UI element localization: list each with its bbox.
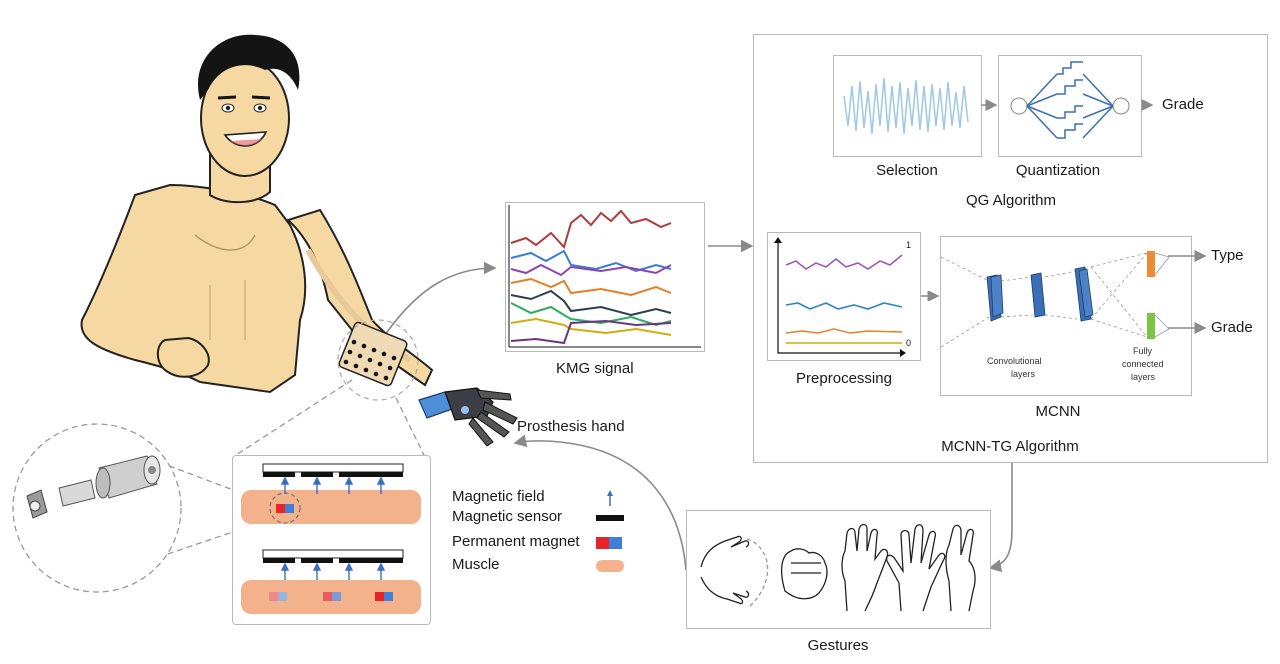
selection-plot [843, 77, 969, 135]
gestures-panel [686, 510, 991, 629]
grade-top-label: Grade [1162, 96, 1204, 113]
fc-layers-label-3: layers [1131, 372, 1156, 382]
gesture-hand-icons [700, 523, 976, 612]
qg-arrows [981, 99, 1154, 111]
preprocessing-plot [774, 237, 906, 357]
selection-box [833, 55, 982, 157]
muscle-swatch [596, 560, 624, 572]
legend-magnetic-field: Magnetic field [452, 488, 545, 505]
mcnn-tg-algorithm-label: MCNN-TG Algorithm [941, 438, 1079, 455]
cross-section-drawing [241, 463, 421, 614]
arrow-sensor-to-kmg [384, 261, 497, 336]
person-illustration [80, 34, 434, 401]
sensor-swatch [596, 515, 624, 521]
legend-magnetic-sensor: Magnetic sensor [452, 508, 563, 525]
output-arrows [1168, 250, 1207, 334]
arrow-gestures-to-hand [513, 434, 687, 571]
sensor-array-icon [338, 321, 408, 387]
mcnn-label: MCNN [1035, 403, 1081, 420]
prosthesis-hand-icon [418, 387, 518, 447]
mcnn-diagram [940, 251, 1170, 348]
fc-layers-label-1: Fully [1133, 346, 1153, 356]
kmg-to-preprocessing-arrow [921, 291, 940, 301]
selection-label: Selection [876, 162, 938, 179]
quantization-box [998, 55, 1142, 157]
mcnn-box [940, 236, 1192, 396]
quantization-label: Quantization [1015, 162, 1101, 179]
conv-layers-label-1: Convolutional [987, 356, 1042, 366]
conv-layers-label-2: layers [1011, 369, 1036, 379]
type-label: Type [1211, 247, 1244, 264]
arrow-up-icon [607, 490, 613, 506]
qg-algorithm-label: QG Algorithm [965, 192, 1057, 209]
kmg-signal-label: KMG signal [556, 360, 634, 377]
preprocessing-label: Preprocessing [796, 370, 892, 387]
grade-bottom-label: Grade [1211, 319, 1253, 336]
sensor-cross-section-panel [232, 455, 431, 625]
gestures-label: Gestures [807, 637, 869, 654]
axis-zero-label: 0 [906, 338, 912, 348]
arrow-panel-to-gestures [988, 462, 1013, 573]
magnet-capsule-icon [12, 423, 182, 593]
prosthesis-hand-label: Prosthesis hand [517, 418, 625, 435]
fc-layers-label-2: connected [1122, 359, 1164, 369]
preprocessing-box [767, 232, 921, 361]
legend-muscle: Muscle [452, 556, 500, 573]
kmg-signal-plot [508, 205, 701, 348]
axis-one-label: 1 [906, 240, 912, 250]
quantization-diagram [1010, 61, 1130, 139]
kmg-signal-panel [505, 202, 705, 352]
legend-permanent-magnet: Permanent magnet [452, 533, 580, 550]
magnet-swatch [596, 537, 622, 549]
